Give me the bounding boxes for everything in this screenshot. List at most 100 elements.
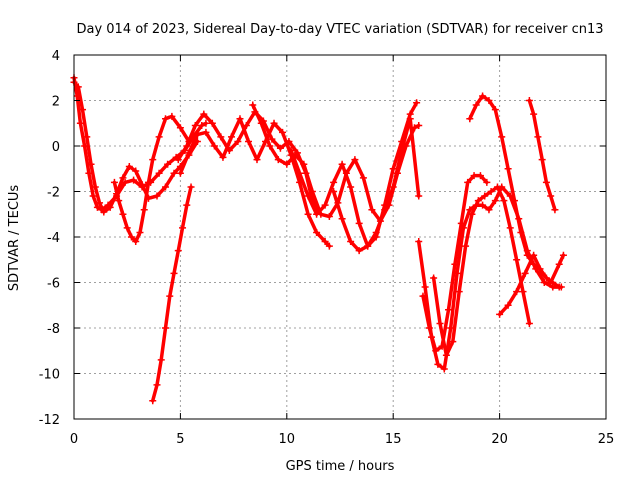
data-point-marker [347, 183, 355, 191]
data-point-marker [119, 174, 127, 182]
data-point-marker [338, 160, 346, 168]
data-point-marker [436, 319, 444, 327]
data-point-marker [521, 269, 529, 277]
data-point-marker [325, 242, 333, 250]
data-point-marker [115, 197, 123, 205]
data-point-marker [430, 274, 438, 282]
y-tick-label: -8 [47, 322, 60, 337]
data-point-marker [162, 324, 170, 332]
x-tick-label: 20 [491, 432, 508, 447]
data-point-marker [455, 288, 463, 296]
data-point-marker [106, 203, 114, 211]
x-tick-label: 0 [70, 432, 78, 447]
data-point-marker [487, 188, 495, 195]
data-point-marker [470, 172, 478, 180]
data-point-marker [559, 251, 567, 259]
data-point-marker [313, 228, 321, 236]
data-point-marker [321, 238, 329, 246]
y-tick-label: -2 [47, 186, 60, 201]
data-point-marker [491, 106, 499, 114]
data-point-marker [300, 160, 308, 168]
data-point-marker [368, 206, 376, 214]
data-point-marker [445, 306, 453, 314]
data-point-marker [457, 219, 465, 227]
data-point-marker [210, 142, 218, 150]
data-point-marker [74, 83, 82, 91]
grid-lines [74, 55, 606, 419]
data-point-marker [551, 206, 559, 214]
data-point-marker [157, 356, 165, 364]
data-point-marker [170, 269, 178, 277]
data-point-marker [149, 397, 157, 405]
data-point-marker [466, 115, 474, 123]
data-point-marker [132, 238, 140, 246]
data-point-marker [140, 206, 148, 214]
data-point-marker [168, 112, 176, 120]
series-arc-12 [431, 185, 532, 358]
y-tick-label: 4 [52, 49, 60, 64]
data-point-marker [432, 347, 440, 355]
data-point-marker [491, 197, 499, 205]
data-point-marker [79, 106, 87, 114]
data-point-marker [421, 283, 429, 291]
data-point-marker [283, 160, 291, 168]
data-point-marker [330, 188, 338, 195]
data-point-marker [504, 165, 512, 173]
y-axis-label: SDTVAR / TECUs [7, 185, 22, 292]
data-point-marker [523, 251, 531, 259]
data-point-marker [513, 288, 521, 296]
x-tick-label: 10 [279, 432, 296, 447]
data-point-marker [287, 147, 295, 155]
data-point-marker [296, 169, 304, 177]
x-tick-label: 25 [598, 432, 615, 447]
data-point-marker [279, 128, 287, 136]
data-point-marker [534, 133, 542, 141]
data-point-marker [496, 310, 504, 318]
data-point-marker [76, 119, 84, 127]
data-point-marker [274, 156, 282, 164]
data-point-marker [542, 178, 550, 186]
data-point-marker [464, 178, 472, 186]
data-point-marker [170, 169, 178, 177]
data-point-marker [506, 224, 514, 232]
y-tick-label: -10 [39, 368, 60, 383]
data-point-marker [162, 115, 170, 123]
data-point-marker [555, 283, 563, 291]
data-point-marker [244, 137, 252, 145]
data-point-marker [355, 247, 363, 255]
data-point-marker [479, 201, 487, 209]
data-point-marker [351, 156, 359, 164]
data-point-marker [483, 178, 491, 186]
data-point-marker [530, 251, 538, 259]
data-point-marker [164, 160, 172, 168]
data-point-marker [155, 169, 163, 177]
data-point-marker [419, 292, 427, 300]
data-point-marker [249, 101, 257, 109]
data-point-marker [219, 153, 227, 161]
data-point-marker [517, 228, 525, 236]
data-point-marker [330, 178, 338, 186]
data-point-marker [179, 224, 187, 232]
y-tick-label: -12 [39, 413, 60, 428]
data-point-marker [547, 279, 555, 286]
data-point-marker [462, 242, 470, 250]
data-point-marker [413, 99, 421, 107]
data-point-marker [153, 192, 161, 200]
data-point-marker [153, 381, 161, 389]
data-point-marker [89, 192, 97, 200]
data-point-marker [425, 324, 433, 332]
data-point-marker [500, 197, 508, 205]
data-point-marker [434, 360, 442, 368]
x-tick-label: 15 [385, 432, 402, 447]
data-point-marker [530, 110, 538, 118]
data-point-marker [127, 233, 135, 241]
data-point-marker [149, 156, 157, 164]
data-point-marker [202, 119, 210, 127]
data-point-marker [132, 167, 140, 175]
data-point-marker [485, 206, 493, 214]
data-point-marker [187, 183, 195, 191]
data-point-marker [468, 210, 476, 218]
data-point-marker [485, 97, 493, 104]
data-point-marker [406, 115, 414, 123]
